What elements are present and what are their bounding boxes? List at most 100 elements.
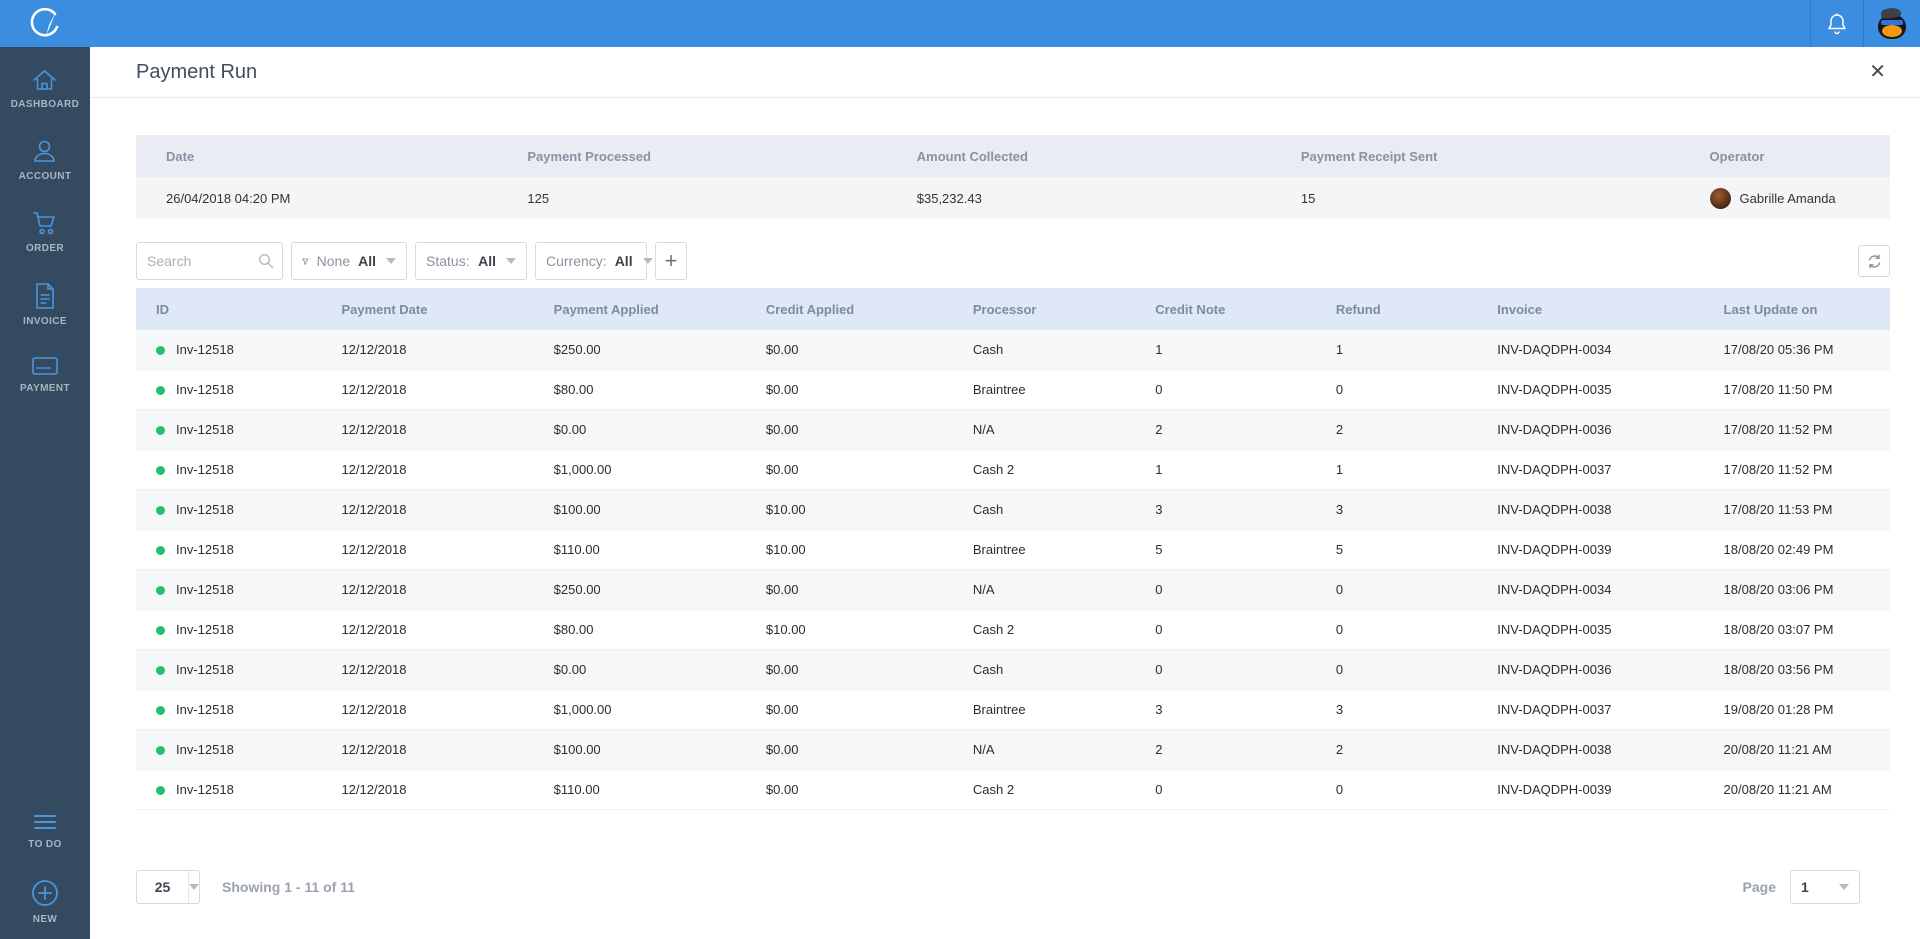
- col-refund: Refund: [1335, 301, 1381, 317]
- filter-value: All: [358, 253, 376, 269]
- topbar-divider: [1863, 0, 1864, 47]
- sidebar-item-account[interactable]: ACCOUNT: [19, 138, 72, 182]
- close-icon[interactable]: ✕: [1869, 61, 1886, 83]
- operator-avatar: [1709, 187, 1731, 209]
- summary-payment-processed: 125: [527, 190, 550, 206]
- table-row[interactable]: Inv-12518 12/12/2018 $110.00 $0.00 Cash 2 0 0 I…: [136, 770, 1890, 810]
- main-panel: Payment Run ✕ Date Payment Processed Amo…: [90, 47, 1920, 939]
- page-title: Payment Run: [136, 60, 258, 83]
- cell-credit-note: 0: [1155, 662, 1163, 677]
- col-last-update-on: Last Update on: [1723, 301, 1818, 317]
- sidebar-item-todo[interactable]: TO DO: [28, 811, 61, 850]
- filter-dropdown-none[interactable]: None All: [291, 242, 407, 280]
- plus-circle-icon: [32, 880, 58, 906]
- filter-value: All: [614, 253, 633, 269]
- sidebar-item-label: INVOICE: [23, 316, 67, 327]
- cell-processor: Braintree: [972, 542, 1026, 557]
- cell-payment-date: 12/12/2018: [341, 702, 407, 717]
- cell-payment-date: 12/12/2018: [341, 422, 407, 437]
- status-dot-icon: [156, 505, 165, 515]
- payments-table: ID Payment Date Payment Applied Credit A…: [136, 288, 1890, 810]
- table-row[interactable]: Inv-12518 12/12/2018 $250.00 $0.00 Cash 1 1 INV…: [136, 330, 1890, 370]
- cell-invoice: INV-DAQDPH-0035: [1497, 382, 1612, 397]
- cell-credit-applied: $0.00: [765, 742, 799, 757]
- summary-col-payment-receipt-sent: Payment Receipt Sent: [1300, 148, 1438, 164]
- sidebar-item-label: ACCOUNT: [18, 171, 72, 182]
- cell-invoice: INV-DAQDPH-0036: [1497, 662, 1612, 677]
- filter-value: All: [478, 253, 496, 269]
- cell-processor: N/A: [972, 582, 995, 597]
- sidebar-item-label: NEW: [32, 914, 58, 925]
- cell-payment-date: 12/12/2018: [341, 582, 407, 597]
- chevron-down-icon: [1839, 884, 1849, 890]
- cell-credit-note: 1: [1155, 462, 1163, 477]
- home-icon: [33, 70, 57, 90]
- table-row[interactable]: Inv-12518 12/12/2018 $100.00 $0.00 N/A 2 2 INV-…: [136, 730, 1890, 770]
- table-row[interactable]: Inv-12518 12/12/2018 $1,000.00 $0.00 Cash 2 1…: [136, 450, 1890, 490]
- cell-invoice: INV-DAQDPH-0037: [1497, 462, 1612, 477]
- cell-credit-applied: $0.00: [765, 582, 799, 597]
- sidebar-item-invoice[interactable]: INVOICE: [23, 282, 67, 327]
- filter-dropdown-status[interactable]: Status: All: [415, 242, 527, 280]
- table-row[interactable]: Inv-12518 12/12/2018 $110.00 $10.00 Braintre…: [136, 530, 1890, 570]
- cell-last-update: 19/08/20 01:28 PM: [1723, 702, 1834, 717]
- cell-credit-note: 3: [1155, 702, 1163, 717]
- cell-id: Inv-12518: [136, 541, 339, 558]
- cell-payment-applied: $250.00: [553, 582, 601, 597]
- cell-id: Inv-12518: [136, 501, 339, 518]
- sidebar-item-order[interactable]: ORDER: [26, 210, 64, 254]
- table-row[interactable]: Inv-12518 12/12/2018 $80.00 $10.00 Cash 2 0 0 I…: [136, 610, 1890, 650]
- summary-col-payment-processed: Payment Processed: [527, 148, 651, 164]
- plus-icon: +: [664, 248, 678, 273]
- col-invoice: Invoice: [1497, 301, 1543, 317]
- search-icon: [258, 253, 274, 269]
- page-size-value: 25: [137, 871, 189, 903]
- summary-header-row: Date Payment Processed Amount Collected …: [136, 135, 1890, 177]
- table-row[interactable]: Inv-12518 12/12/2018 $1,000.00 $0.00 Braintr…: [136, 690, 1890, 730]
- page-size-select[interactable]: 25: [136, 870, 200, 904]
- cell-invoice: INV-DAQDPH-0035: [1497, 622, 1612, 637]
- cell-credit-note: 2: [1155, 742, 1163, 757]
- funnel-icon: [302, 258, 309, 265]
- table-row[interactable]: Inv-12518 12/12/2018 $250.00 $0.00 N/A 0 0 INV-…: [136, 570, 1890, 610]
- refresh-icon: [1868, 254, 1880, 268]
- cell-credit-note: 2: [1155, 422, 1163, 437]
- cell-processor: Cash: [972, 502, 1004, 517]
- cell-payment-applied: $80.00: [553, 622, 594, 637]
- refresh-button[interactable]: [1858, 245, 1890, 277]
- app-logo[interactable]: [0, 0, 90, 47]
- cell-payment-applied: $0.00: [553, 662, 587, 677]
- cell-credit-applied: $0.00: [765, 342, 799, 357]
- notifications-button[interactable]: [1811, 0, 1863, 47]
- col-payment-date: Payment Date: [341, 301, 428, 317]
- add-filter-button[interactable]: +: [655, 242, 687, 280]
- sidebar-item-dashboard[interactable]: DASHBOARD: [11, 67, 80, 110]
- filter-dropdown-currency[interactable]: Currency: All: [535, 242, 653, 280]
- cell-payment-applied: $1,000.00: [553, 462, 612, 477]
- summary-amount-collected: $35,232.43: [916, 190, 982, 206]
- summary-operator: Gabrille Amanda: [1708, 187, 1890, 209]
- cell-credit-note: 1: [1155, 342, 1163, 357]
- col-credit-applied: Credit Applied: [765, 301, 855, 317]
- sidebar-item-new[interactable]: NEW: [30, 878, 60, 925]
- sidebar: DASHBOARD ACCOUNT ORDER INVOICE: [0, 47, 90, 939]
- cell-id: Inv-12518: [136, 381, 339, 398]
- table-row[interactable]: Inv-12518 12/12/2018 $0.00 $0.00 N/A 2 2 INV-DA…: [136, 410, 1890, 450]
- cell-invoice: INV-DAQDPH-0034: [1497, 342, 1612, 357]
- cell-credit-applied: $0.00: [765, 702, 799, 717]
- cell-processor: Cash: [972, 342, 1004, 357]
- table-row[interactable]: Inv-12518 12/12/2018 $80.00 $0.00 Braintree 0…: [136, 370, 1890, 410]
- col-id: ID: [156, 301, 169, 317]
- table-row[interactable]: Inv-12518 12/12/2018 $100.00 $10.00 Cash 3 3 IN…: [136, 490, 1890, 530]
- search-input[interactable]: [147, 253, 258, 269]
- table-row[interactable]: Inv-12518 12/12/2018 $0.00 $0.00 Cash 0 0 INV-D…: [136, 650, 1890, 690]
- cell-last-update: 18/08/20 03:56 PM: [1723, 662, 1834, 677]
- cell-payment-applied: $110.00: [553, 782, 600, 797]
- sidebar-item-payment[interactable]: PAYMENT: [20, 355, 70, 394]
- cell-payment-date: 12/12/2018: [341, 462, 407, 477]
- cell-last-update: 20/08/20 11:21 AM: [1723, 782, 1832, 797]
- cell-credit-applied: $0.00: [765, 782, 799, 797]
- page-number-select[interactable]: 1: [1790, 870, 1860, 904]
- user-menu[interactable]: [1864, 0, 1920, 47]
- cell-refund: 0: [1335, 622, 1344, 637]
